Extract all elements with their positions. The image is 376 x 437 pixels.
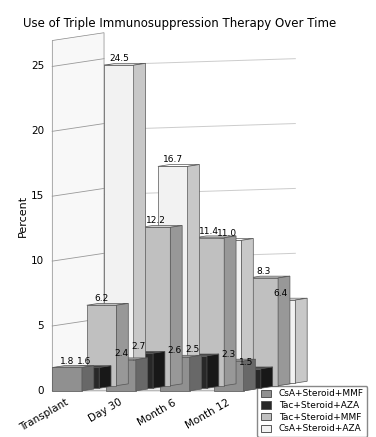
Polygon shape <box>207 354 219 388</box>
Text: 11.0: 11.0 <box>217 229 237 239</box>
Text: 10: 10 <box>31 256 44 266</box>
Text: 24.5: 24.5 <box>109 54 129 63</box>
Polygon shape <box>231 367 273 369</box>
Text: 25: 25 <box>31 62 44 72</box>
Polygon shape <box>123 353 153 388</box>
Polygon shape <box>241 239 253 383</box>
Polygon shape <box>158 165 199 166</box>
Text: 1.8: 1.8 <box>60 357 74 366</box>
Polygon shape <box>87 303 128 305</box>
Polygon shape <box>52 383 295 391</box>
Polygon shape <box>52 33 104 391</box>
Polygon shape <box>106 360 136 391</box>
Polygon shape <box>266 298 307 300</box>
Polygon shape <box>106 358 148 360</box>
Polygon shape <box>177 356 207 388</box>
Text: 11.4: 11.4 <box>199 227 219 236</box>
Text: 2.6: 2.6 <box>168 346 182 355</box>
Text: 2.7: 2.7 <box>131 342 146 351</box>
Polygon shape <box>212 239 253 240</box>
Text: 6.2: 6.2 <box>94 294 109 303</box>
Polygon shape <box>261 367 273 388</box>
Legend: CsA+Steroid+MMF, Tac+Steroid+AZA, Tac+Steroid+MMF, CsA+Steroid+AZA: CsA+Steroid+MMF, Tac+Steroid+AZA, Tac+St… <box>257 386 367 437</box>
Text: 8.3: 8.3 <box>256 267 270 276</box>
Polygon shape <box>278 276 290 386</box>
Polygon shape <box>141 227 170 386</box>
Polygon shape <box>160 355 202 357</box>
Polygon shape <box>190 355 202 391</box>
Polygon shape <box>134 63 146 383</box>
Text: 0: 0 <box>38 386 44 396</box>
Polygon shape <box>160 357 190 391</box>
Polygon shape <box>244 359 255 391</box>
Polygon shape <box>70 366 111 368</box>
Polygon shape <box>188 165 199 383</box>
Polygon shape <box>52 366 94 368</box>
Text: 1.6: 1.6 <box>77 357 91 366</box>
Polygon shape <box>194 236 236 238</box>
Polygon shape <box>266 300 295 383</box>
Text: Use of Triple Immunosuppression Therapy Over Time: Use of Triple Immunosuppression Therapy … <box>23 17 337 30</box>
Polygon shape <box>87 305 117 386</box>
Polygon shape <box>214 361 244 391</box>
Text: 6.4: 6.4 <box>273 289 288 298</box>
Polygon shape <box>82 366 94 391</box>
Text: 20: 20 <box>31 126 44 136</box>
Text: Day 30: Day 30 <box>87 397 124 424</box>
Polygon shape <box>123 351 165 353</box>
Polygon shape <box>104 65 134 383</box>
Polygon shape <box>104 63 146 65</box>
Polygon shape <box>141 225 182 227</box>
Polygon shape <box>158 166 188 383</box>
Polygon shape <box>212 240 241 383</box>
Polygon shape <box>177 354 219 356</box>
Text: 2.5: 2.5 <box>185 345 199 354</box>
Text: 2.3: 2.3 <box>221 350 236 359</box>
Polygon shape <box>153 351 165 388</box>
Polygon shape <box>295 298 307 383</box>
Polygon shape <box>194 238 224 386</box>
Polygon shape <box>117 303 128 386</box>
Text: 1.5: 1.5 <box>239 358 253 367</box>
Polygon shape <box>249 276 290 278</box>
Text: Month 6: Month 6 <box>136 397 177 427</box>
Polygon shape <box>170 225 182 386</box>
Polygon shape <box>52 368 82 391</box>
Text: Month 12: Month 12 <box>184 397 232 430</box>
Text: 16.7: 16.7 <box>163 156 183 164</box>
Text: Transplant: Transplant <box>18 397 70 433</box>
Text: 2.4: 2.4 <box>114 349 128 358</box>
Text: 5: 5 <box>38 321 44 331</box>
Text: 15: 15 <box>31 191 44 201</box>
Text: 12.2: 12.2 <box>146 216 165 225</box>
Polygon shape <box>224 236 236 386</box>
Polygon shape <box>136 358 148 391</box>
Polygon shape <box>249 278 278 386</box>
Polygon shape <box>70 368 99 388</box>
Polygon shape <box>99 366 111 388</box>
Polygon shape <box>214 359 255 361</box>
Text: Percent: Percent <box>18 194 28 237</box>
Polygon shape <box>231 369 261 388</box>
